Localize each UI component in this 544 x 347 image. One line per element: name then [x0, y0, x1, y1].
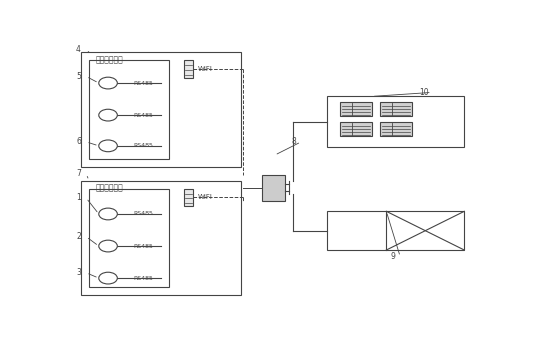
Bar	[327, 96, 464, 147]
Text: 1: 1	[76, 193, 81, 202]
Text: 8: 8	[291, 137, 296, 146]
Circle shape	[99, 240, 118, 252]
Bar	[89, 189, 169, 287]
Bar	[89, 60, 169, 159]
Text: RS485: RS485	[133, 244, 153, 248]
Bar	[380, 122, 412, 136]
Text: RS485: RS485	[133, 276, 153, 281]
Bar	[327, 211, 464, 250]
Circle shape	[99, 272, 118, 284]
Bar	[340, 122, 372, 136]
Bar	[81, 52, 241, 167]
Bar	[340, 102, 372, 117]
Circle shape	[99, 109, 118, 121]
Text: 3: 3	[76, 268, 81, 277]
Bar	[262, 175, 285, 201]
Text: 室外检测模块: 室外检测模块	[95, 55, 123, 64]
Circle shape	[99, 77, 118, 89]
Bar	[81, 180, 241, 296]
Text: WIFI: WIFI	[198, 194, 213, 200]
Text: 室内检测模块: 室内检测模块	[95, 183, 123, 192]
Text: RS485: RS485	[133, 143, 153, 149]
Text: 4: 4	[76, 45, 81, 54]
Bar	[184, 189, 193, 206]
Circle shape	[99, 140, 118, 152]
Text: WIFI: WIFI	[198, 66, 213, 72]
Text: 5: 5	[76, 72, 81, 81]
Text: RS485: RS485	[133, 81, 153, 86]
Text: 10: 10	[419, 88, 429, 97]
Text: 9: 9	[390, 252, 395, 261]
Text: RS485: RS485	[133, 211, 153, 217]
Text: 7: 7	[76, 169, 81, 178]
Bar	[380, 102, 412, 117]
Circle shape	[99, 208, 118, 220]
Text: 6: 6	[76, 137, 81, 146]
Bar	[184, 60, 193, 78]
Text: RS485: RS485	[133, 113, 153, 118]
Text: 2: 2	[76, 232, 81, 241]
